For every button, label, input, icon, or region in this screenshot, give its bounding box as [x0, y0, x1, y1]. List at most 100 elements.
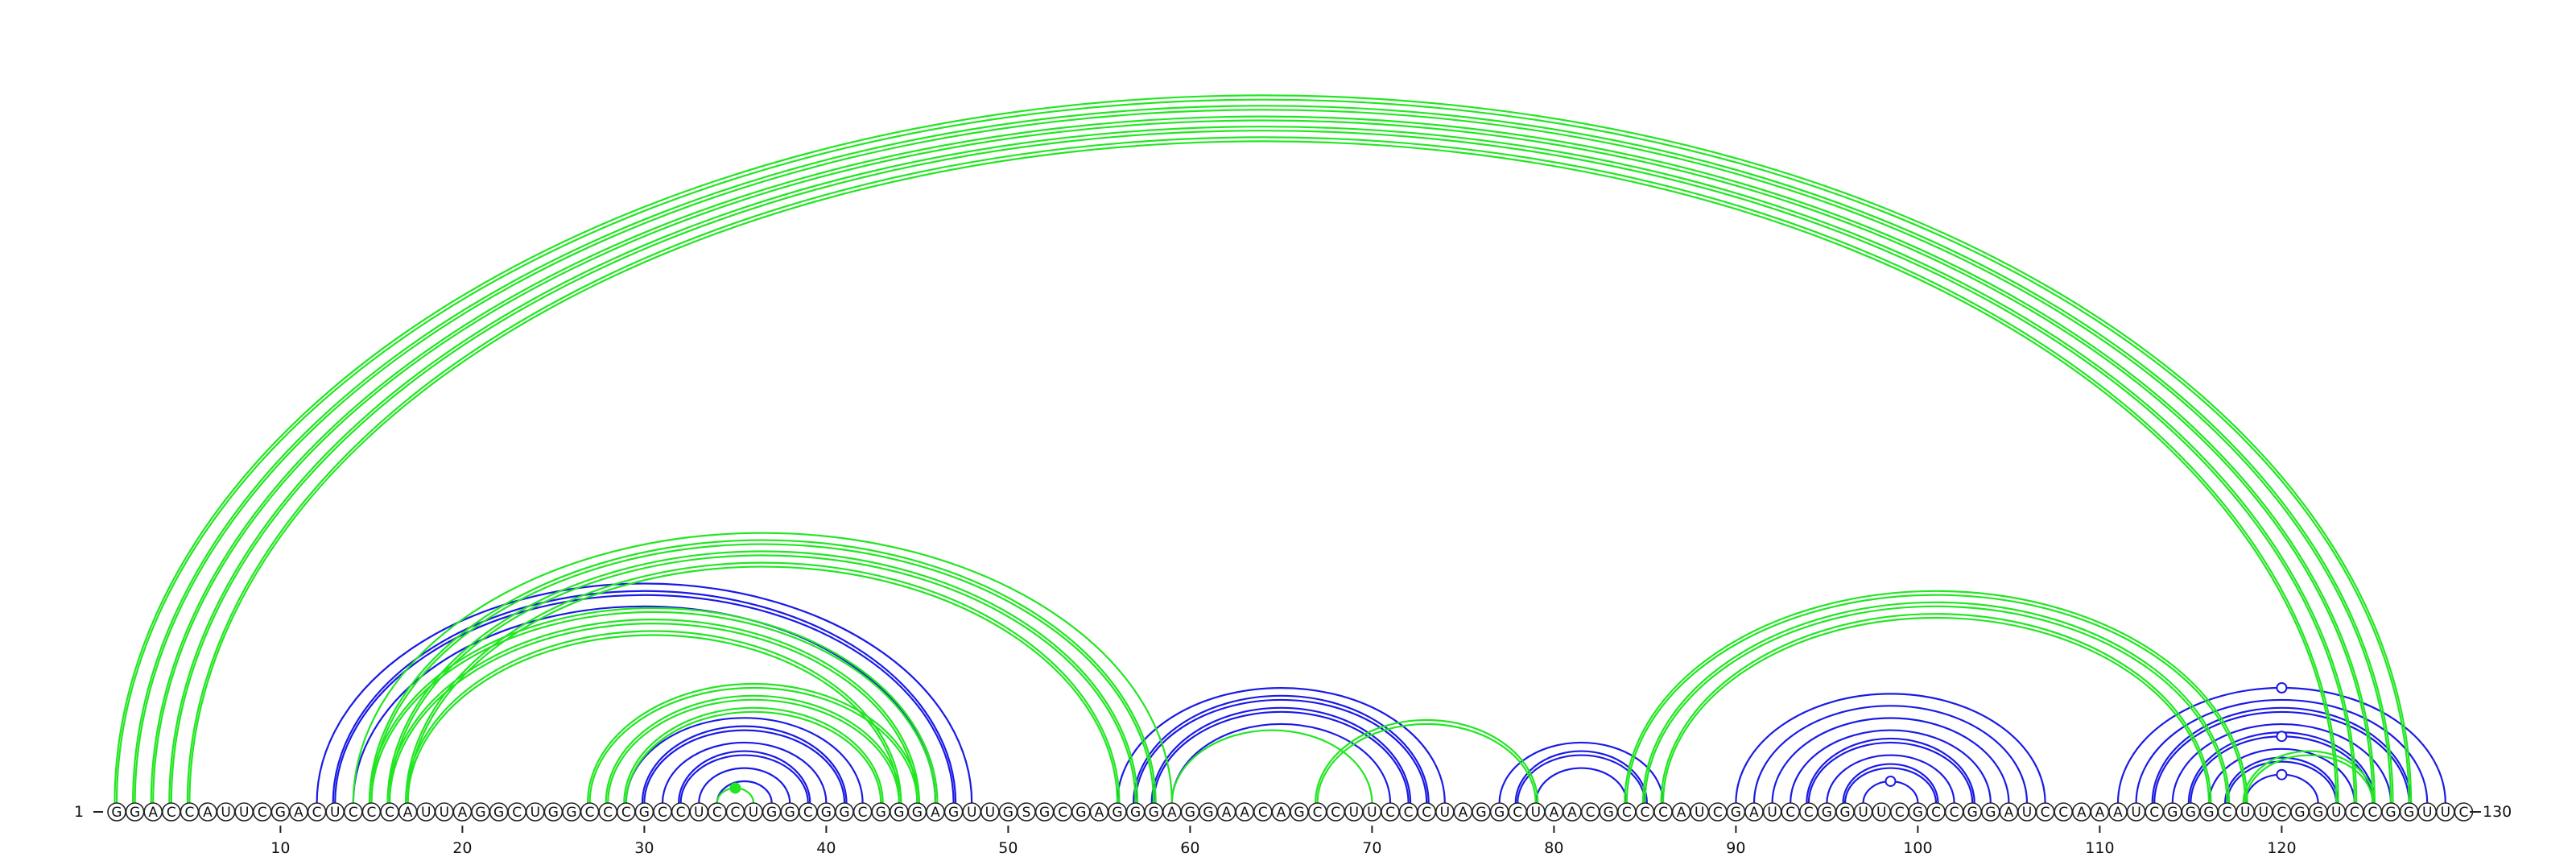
- green-arc-118-125-line-2: [2242, 750, 2376, 804]
- tick-label-30: 30: [634, 839, 654, 857]
- nucleotide-80-letter: A: [1550, 805, 1559, 821]
- nucleotide-53-letter: C: [1058, 805, 1067, 821]
- nucleotide-97-letter: U: [1858, 805, 1868, 821]
- nucleotide-69-letter: U: [1349, 805, 1359, 821]
- nucleotide-66: G: [1290, 802, 1309, 822]
- nucleotide-108: C: [2054, 802, 2073, 822]
- nucleotide-39: C: [798, 802, 818, 822]
- nucleotide-43-letter: G: [876, 805, 886, 821]
- nucleotide-103-letter: G: [1967, 805, 1978, 821]
- nucleotide-89: C: [1708, 802, 1728, 822]
- nucleotide-44-letter: G: [894, 805, 904, 821]
- nucleotide-128: U: [2417, 802, 2437, 822]
- green-arc-5-123-line-1: [188, 140, 2338, 804]
- nucleotide-108-letter: C: [2058, 805, 2068, 821]
- nucleotide-100-letter: G: [1913, 805, 1923, 821]
- nucleotide-63: A: [1235, 802, 1254, 822]
- nucleotide-107-letter: C: [2041, 805, 2050, 821]
- nucleotide-37: G: [762, 802, 782, 822]
- nucleotide-42: C: [852, 802, 873, 822]
- nucleotide-113-letter: C: [2149, 805, 2159, 821]
- nucleotide-15-letter: C: [366, 805, 376, 821]
- tick-label-40: 40: [816, 839, 836, 857]
- nucleotide-66-letter: G: [1294, 805, 1304, 821]
- nucleotide-101-letter: C: [1931, 805, 1941, 821]
- nucleotide-25-letter: G: [548, 805, 559, 821]
- blue-arc-116-124-line-1: [2207, 747, 2355, 804]
- nucleotide-81: A: [1563, 802, 1582, 822]
- nucleotide-123-letter: U: [2331, 805, 2341, 821]
- blue-arc-77-86-line-1: [1498, 741, 1665, 804]
- nucleotide-112: U: [2126, 802, 2146, 822]
- nucleotide-84-letter: C: [1622, 805, 1632, 821]
- nucleotide-58: G: [1144, 802, 1163, 822]
- green-arc-28-44-line-1: [607, 698, 900, 804]
- nucleotide-51: S: [1017, 802, 1036, 822]
- nucleotide-12: C: [307, 802, 327, 822]
- nucleotide-72: C: [1398, 802, 1418, 822]
- nucleotide-45: G: [907, 802, 927, 822]
- base-pair-arcs: [114, 94, 2446, 804]
- tick-label-60: 60: [1180, 839, 1199, 857]
- nucleotide-101: C: [1926, 802, 1946, 822]
- nucleotide-36-letter: U: [749, 805, 758, 821]
- nucleotide-60-letter: G: [1185, 805, 1195, 821]
- nucleotide-126-letter: G: [2385, 805, 2396, 821]
- nucleotide-118: U: [2235, 802, 2255, 822]
- nucleotide-7: U: [216, 802, 236, 822]
- nucleotide-33-letter: U: [694, 805, 704, 821]
- nucleotide-68: C: [1326, 802, 1345, 822]
- nucleotide-126: G: [2381, 802, 2401, 822]
- nucleotide-105: A: [1999, 802, 2019, 822]
- tick-label-110: 110: [2085, 839, 2114, 857]
- green-arc-84-118-line-1: [1625, 594, 2247, 804]
- nucleotide-76-letter: G: [1476, 805, 1486, 821]
- nucleotide-73-letter: C: [1422, 805, 1431, 821]
- nucleotide-38-letter: G: [785, 805, 795, 821]
- blue-arc-33-38-line-1: [698, 767, 791, 804]
- nucleotide-63-letter: A: [1240, 805, 1249, 821]
- nucleotide-80: A: [1544, 802, 1564, 822]
- nucleotide-102-letter: C: [1950, 805, 1959, 821]
- nucleotide-97: U: [1853, 802, 1873, 822]
- nucleotide-72-letter: C: [1404, 805, 1414, 821]
- nucleotide-61: G: [1199, 802, 1218, 822]
- nucleotide-129: U: [2436, 802, 2455, 822]
- green-arc-85-117-line-1: [1644, 605, 2228, 804]
- nucleotide-34-letter: C: [712, 805, 722, 821]
- nucleotide-117: C: [2217, 802, 2237, 822]
- nucleotide-40-letter: G: [821, 805, 832, 821]
- blue-arc-59-71-line-1: [1170, 722, 1392, 804]
- nucleotide-115: G: [2181, 802, 2201, 822]
- nucleotide-26: G: [562, 802, 581, 822]
- nucleotide-35-letter: C: [730, 805, 740, 821]
- green-arc-3-125-line-2: [150, 115, 2376, 804]
- nucleotide-98: U: [1872, 802, 1891, 822]
- green-arc-5-123-line-2: [186, 136, 2339, 804]
- nucleotide-78-letter: C: [1513, 805, 1522, 821]
- blue-arc-90-107-line-1: [1735, 693, 2046, 804]
- nucleotide-59: A: [1162, 802, 1182, 822]
- green-arc-29-43-line-1: [625, 710, 882, 804]
- nucleotide-27-letter: C: [585, 805, 595, 821]
- nucleotide-81-letter: A: [1567, 805, 1577, 821]
- nucleotide-76: G: [1472, 802, 1491, 822]
- nucleotide-54-letter: G: [1075, 805, 1086, 821]
- nucleotide-34: C: [707, 802, 727, 822]
- nucleotide-33: U: [689, 802, 709, 822]
- nucleotide-75: A: [1453, 802, 1473, 822]
- green-arc-15-46-line-1: [370, 611, 937, 804]
- nucleotide-114: G: [2163, 802, 2182, 822]
- nucleotide-103: G: [1963, 802, 1982, 822]
- nucleotide-32-letter: C: [676, 805, 686, 821]
- blue-arc-91-106-line-1: [1752, 705, 2029, 804]
- blue-arc-94-103-line-2: [1806, 737, 1975, 804]
- nucleotide-94: C: [1799, 802, 1818, 822]
- nucleotide-41: G: [835, 802, 854, 822]
- nucleotide-61-letter: G: [1203, 805, 1213, 821]
- nucleotide-122: G: [2308, 802, 2328, 822]
- nucleotide-91: A: [1744, 802, 1764, 822]
- nucleotide-96-letter: G: [1839, 805, 1850, 821]
- nucleotide-24: U: [525, 802, 545, 822]
- sequence-start-label: 1: [74, 803, 84, 821]
